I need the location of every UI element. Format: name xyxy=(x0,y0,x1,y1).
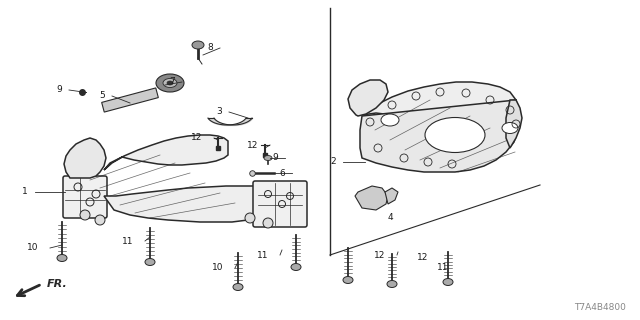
Polygon shape xyxy=(64,138,106,178)
Polygon shape xyxy=(385,188,398,204)
Text: 6: 6 xyxy=(279,169,285,178)
Text: 11: 11 xyxy=(436,263,448,273)
Polygon shape xyxy=(360,100,520,172)
Circle shape xyxy=(263,218,273,228)
Ellipse shape xyxy=(233,284,243,291)
Text: 2: 2 xyxy=(330,157,336,166)
Text: 12: 12 xyxy=(191,133,202,142)
Ellipse shape xyxy=(192,41,204,49)
Ellipse shape xyxy=(163,78,177,87)
Ellipse shape xyxy=(425,117,485,153)
Text: 4: 4 xyxy=(387,213,393,222)
Polygon shape xyxy=(104,186,296,222)
Text: FR.: FR. xyxy=(47,279,68,289)
Text: 9: 9 xyxy=(272,154,278,163)
Polygon shape xyxy=(104,135,228,170)
Ellipse shape xyxy=(264,156,272,161)
Ellipse shape xyxy=(156,74,184,92)
Polygon shape xyxy=(102,88,158,112)
Ellipse shape xyxy=(443,278,453,285)
Text: 11: 11 xyxy=(122,236,133,245)
Text: 10: 10 xyxy=(26,244,38,252)
Polygon shape xyxy=(348,80,388,116)
Ellipse shape xyxy=(381,114,399,126)
Text: 7: 7 xyxy=(169,77,175,86)
Circle shape xyxy=(95,215,105,225)
Ellipse shape xyxy=(343,276,353,284)
Ellipse shape xyxy=(167,81,173,85)
Text: T7A4B4800: T7A4B4800 xyxy=(574,303,626,312)
Text: 9: 9 xyxy=(56,85,62,94)
Polygon shape xyxy=(362,82,516,130)
Text: 8: 8 xyxy=(207,44,213,52)
Text: 10: 10 xyxy=(211,263,223,273)
Polygon shape xyxy=(506,100,522,148)
Ellipse shape xyxy=(57,254,67,261)
Text: 3: 3 xyxy=(216,108,222,116)
Ellipse shape xyxy=(502,123,518,133)
Circle shape xyxy=(245,213,255,223)
Circle shape xyxy=(80,210,90,220)
FancyBboxPatch shape xyxy=(63,176,107,218)
Text: 12: 12 xyxy=(246,140,258,149)
Ellipse shape xyxy=(387,281,397,287)
Polygon shape xyxy=(355,186,388,210)
FancyBboxPatch shape xyxy=(253,181,307,227)
Ellipse shape xyxy=(145,259,155,266)
Text: 5: 5 xyxy=(99,92,105,100)
Ellipse shape xyxy=(291,263,301,270)
Text: 1: 1 xyxy=(22,188,28,196)
Text: 12: 12 xyxy=(374,251,385,260)
Text: 11: 11 xyxy=(257,251,268,260)
Text: 12: 12 xyxy=(417,253,428,262)
